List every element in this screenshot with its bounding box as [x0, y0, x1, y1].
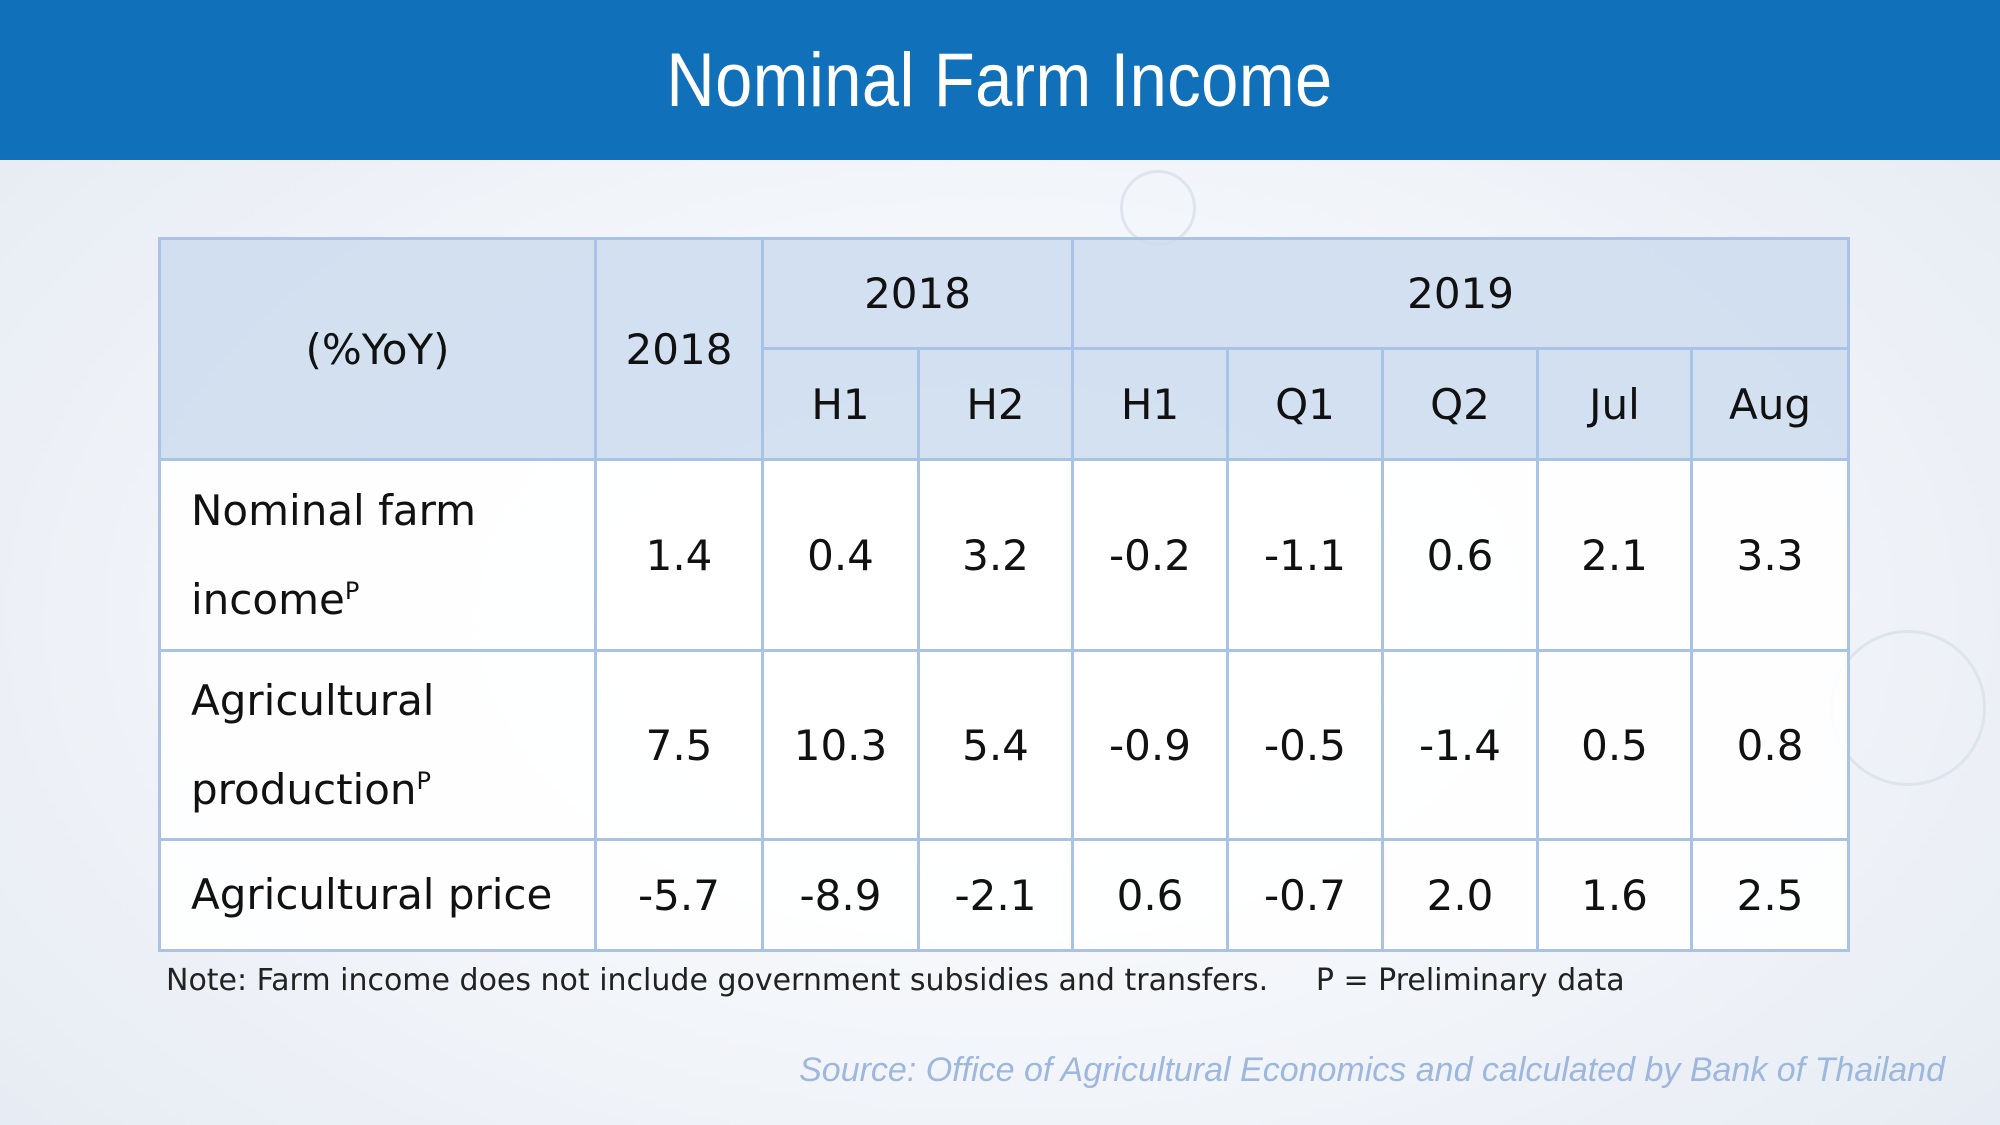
subheader: Q2 [1381, 347, 1540, 461]
row-label: Agricultural productionP [158, 649, 597, 841]
background-decoration [1830, 630, 1986, 786]
cell: -8.9 [761, 838, 920, 952]
cell: -0.9 [1071, 649, 1230, 841]
table-row: Agricultural productionP 7.5 10.3 5.4 -0… [158, 649, 1851, 841]
cell: 2.1 [1536, 458, 1694, 652]
subheader: Jul [1536, 347, 1694, 461]
title-bar: Nominal Farm Income [0, 0, 2000, 160]
cell: 7.5 [594, 649, 764, 841]
background-decoration [1120, 170, 1196, 246]
cell: 2.5 [1690, 838, 1851, 952]
cell: 10.3 [761, 649, 920, 841]
cell: 1.6 [1536, 838, 1694, 952]
cell: -5.7 [594, 838, 764, 952]
subheader: H1 [761, 347, 920, 461]
cell: -1.1 [1226, 458, 1385, 652]
cell: 5.4 [916, 649, 1075, 841]
cell: 0.6 [1071, 838, 1230, 952]
subheader: Aug [1690, 347, 1851, 461]
row-label: Nominal farm incomeP [158, 458, 597, 652]
cell: 2.0 [1381, 838, 1540, 952]
farm-income-table: (%YoY) 2018 2018 2019 H1 H2 H1 Q1 Q2 Jul… [158, 237, 1851, 952]
unit-header: (%YoY) [158, 237, 597, 461]
preliminary-marker: P [416, 766, 432, 795]
page-title: Nominal Farm Income [666, 37, 1334, 123]
cell: 0.4 [761, 458, 920, 652]
cell: -0.5 [1226, 649, 1385, 841]
group-header-2019: 2019 [1071, 237, 1851, 350]
subheader: H1 [1071, 347, 1230, 461]
cell: -0.7 [1226, 838, 1385, 952]
row-label: Agricultural price [158, 838, 597, 952]
preliminary-marker: P [344, 576, 360, 605]
year-header: 2018 [594, 237, 764, 461]
footnote: Note: Farm income does not include gover… [166, 963, 1625, 998]
table-row: Agricultural price -5.7 -8.9 -2.1 0.6 -0… [158, 838, 1851, 952]
table-row: Nominal farm incomeP 1.4 0.4 3.2 -0.2 -1… [158, 458, 1851, 652]
cell: 1.4 [594, 458, 764, 652]
cell: 3.3 [1690, 458, 1851, 652]
group-header-2018: 2018 [760, 237, 1075, 350]
preliminary-legend: P = Preliminary data [1315, 963, 1625, 998]
cell: 3.2 [916, 458, 1075, 652]
cell: 0.5 [1536, 649, 1694, 841]
subheader: Q1 [1226, 347, 1385, 461]
cell: 0.8 [1690, 649, 1851, 841]
cell: -2.1 [916, 838, 1075, 952]
subheader: H2 [916, 347, 1075, 461]
cell: -1.4 [1381, 649, 1540, 841]
cell: -0.2 [1071, 458, 1230, 652]
cell: 0.6 [1381, 458, 1540, 652]
source-citation: Source: Office of Agricultural Economics… [799, 1051, 1945, 1089]
